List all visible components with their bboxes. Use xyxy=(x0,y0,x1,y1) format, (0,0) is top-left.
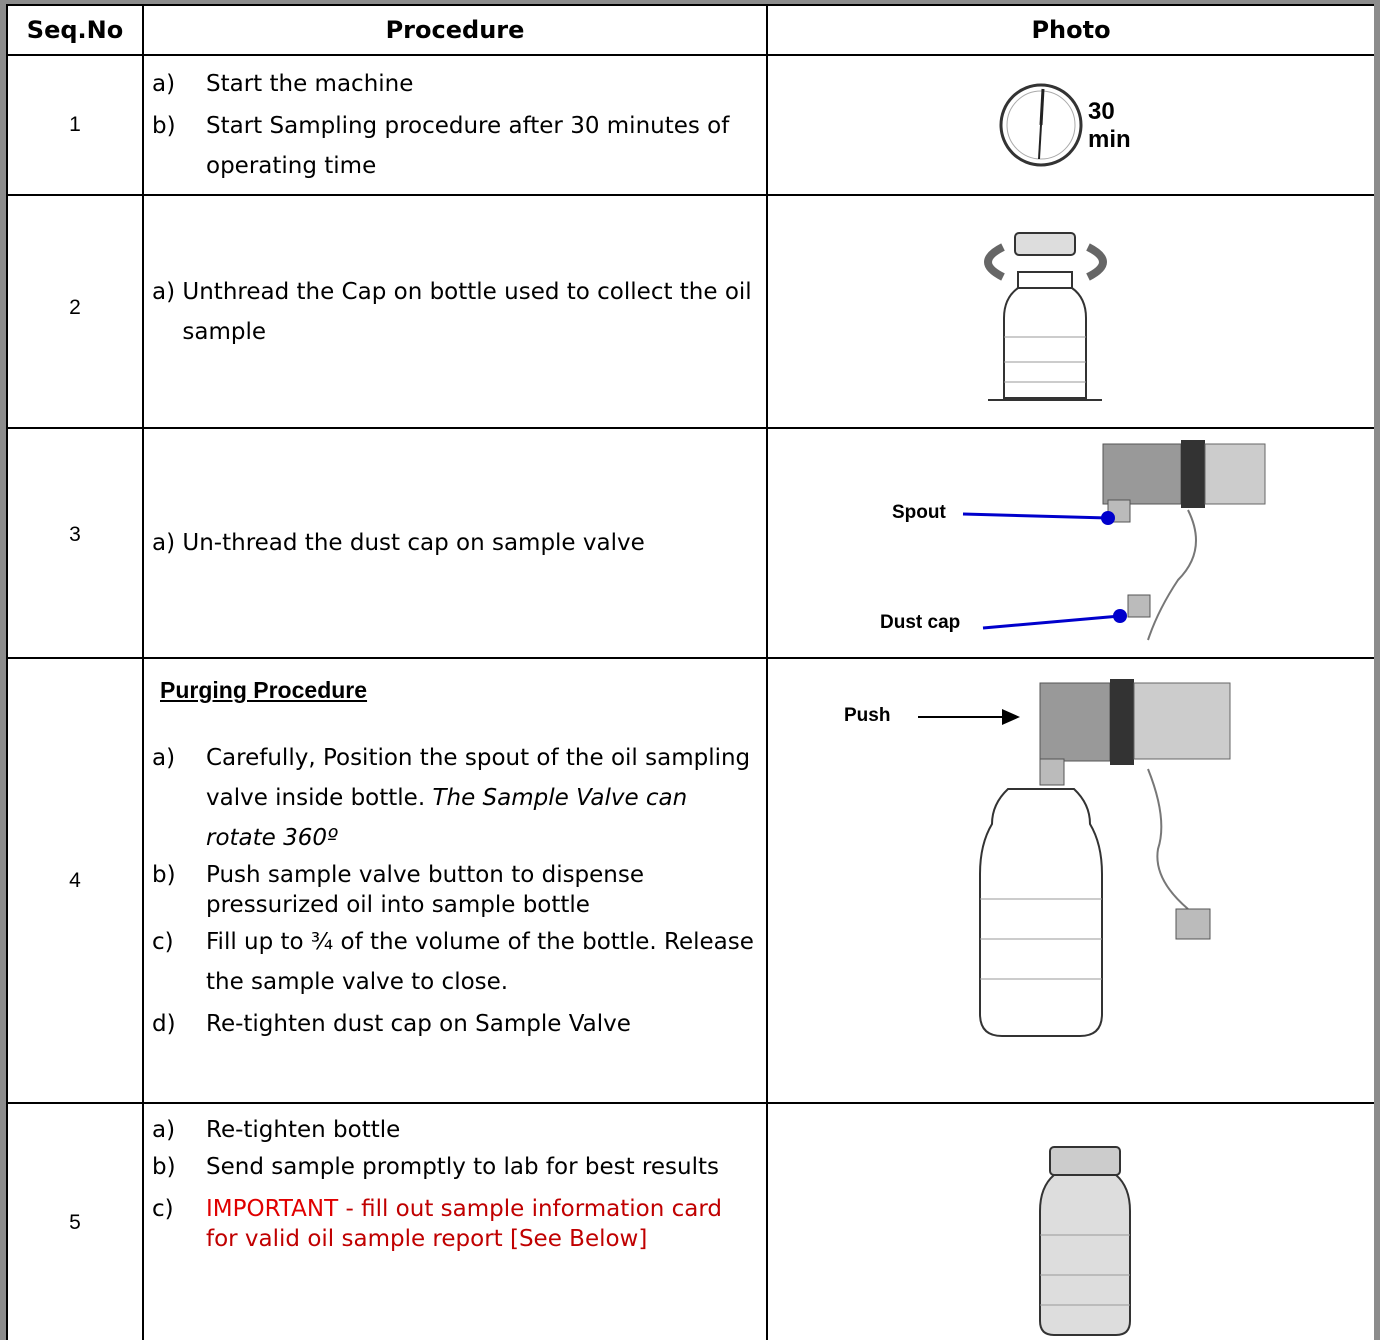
step: b) Send sample promptly to lab for best r… xyxy=(152,1152,756,1182)
seq: 1 xyxy=(6,54,144,196)
row: 3 a) Un-thread the dust cap on sample va… xyxy=(6,427,1374,659)
photo xyxy=(766,1102,1374,1340)
photo-label: 30 xyxy=(1088,98,1115,125)
step: c) IMPORTANT - fill out sample informatio… xyxy=(152,1194,756,1254)
photo: Spout Dust cap xyxy=(766,427,1374,659)
seq: 4 xyxy=(6,657,144,1104)
marker: b) xyxy=(152,1154,176,1180)
bottle-illustration xyxy=(984,232,1107,401)
marker: c) xyxy=(152,1196,174,1222)
header-cell: Photo xyxy=(766,4,1374,56)
clock-illustration: 30 min xyxy=(999,83,1131,167)
marker: a) xyxy=(152,278,176,305)
seq: 5 xyxy=(6,1102,144,1340)
photo xyxy=(766,194,1374,429)
photo-label: Dust cap xyxy=(880,612,960,633)
step: b) Start Sampling procedure after 30 minu… xyxy=(152,106,756,186)
step: a) Re-tighten bottle xyxy=(152,1110,756,1150)
step: c) Fill up to ¾ of the volume of the bott… xyxy=(152,922,756,1002)
photo: 30 min xyxy=(766,54,1374,196)
marker: b) xyxy=(152,862,176,888)
step-text: - fill out sample information card for v… xyxy=(206,1196,723,1252)
step-text: Unthread the Cap on bottle used to colle… xyxy=(182,278,752,345)
row: 1 a) Start the machine b) Start Sampling p… xyxy=(6,54,1374,196)
marker: c) xyxy=(152,929,174,955)
step: d) Re-tighten dust cap on Sample Valve xyxy=(152,1004,756,1044)
step: a) Un-thread the dust cap on sample valv… xyxy=(152,523,756,563)
procedure: Purging Procedure a) Carefully, Position … xyxy=(142,657,768,1104)
marker: b) xyxy=(152,113,176,139)
step: b) Push sample valve button to dispense p… xyxy=(152,860,756,920)
section-heading: Purging Procedure xyxy=(160,677,368,703)
step-text: Carefully, Position the spout of the oil… xyxy=(206,745,751,811)
step-text: Un-thread the dust cap on sample valve xyxy=(182,530,645,556)
step-text: Push sample valve button to dispense pre… xyxy=(206,862,645,918)
step-text: Re-tighten bottle xyxy=(206,1117,401,1143)
closed-bottle-illustration xyxy=(1039,1146,1131,1336)
marker: a) xyxy=(152,1117,176,1143)
procedure: a) Re-tighten bottle b) Send sample prompt… xyxy=(142,1102,768,1340)
photo-label: Spout xyxy=(892,502,946,523)
step: a) Carefully, Position the spout of the o… xyxy=(152,738,756,858)
step-text: Send sample promptly to lab for best res… xyxy=(206,1154,719,1180)
marker: a) xyxy=(152,745,176,771)
header-cell: Seq.No xyxy=(6,4,144,56)
photo-label: min xyxy=(1088,126,1131,153)
step-note: The Sample Valve can rotate 360º xyxy=(206,785,688,851)
row: 4 Purging Procedure a) Carefully, Positio… xyxy=(6,657,1374,1104)
alert-text: IMPORTANT xyxy=(206,1196,339,1222)
photo-label: Push xyxy=(844,705,890,726)
photo: Push xyxy=(766,657,1374,1104)
procedure: a) Start the machine b) Start Sampling pro… xyxy=(142,54,768,196)
step-text: Re-tighten dust cap on Sample Valve xyxy=(206,1011,631,1037)
purge-illustration: Push xyxy=(844,679,1231,1037)
step-text: Start Sampling procedure after 30 minute… xyxy=(206,113,730,179)
step-text: Start the machine xyxy=(206,71,414,97)
step: a) Unthread the Cap on bottle used to co… xyxy=(152,272,756,352)
row: 2 a) Unthread the Cap on bottle used to … xyxy=(6,194,1374,429)
marker: a) xyxy=(152,71,176,97)
seq: 2 xyxy=(6,194,144,429)
marker: d) xyxy=(152,1011,176,1037)
header-cell: Procedure xyxy=(142,4,768,56)
valve-illustration: Spout Dust cap xyxy=(880,440,1266,641)
procedure: a) Unthread the Cap on bottle used to co… xyxy=(142,194,768,429)
procedure-table: Seq.No Procedure Photo 1 a) Start the mac… xyxy=(6,4,1374,1340)
row: 5 a) Re-tighten bottle b) Send sample prom… xyxy=(6,1102,1374,1340)
seq: 3 xyxy=(6,427,144,659)
step-text: Fill up to ¾ of the volume of the bottle… xyxy=(206,929,754,995)
header-row: Seq.No Procedure Photo xyxy=(6,4,1374,56)
step: a) Start the machine xyxy=(152,64,756,104)
sheet: Seq.No Procedure Photo 1 a) Start the mac… xyxy=(6,4,1374,1340)
marker: a) xyxy=(152,530,176,556)
procedure: a) Un-thread the dust cap on sample valv… xyxy=(142,427,768,659)
